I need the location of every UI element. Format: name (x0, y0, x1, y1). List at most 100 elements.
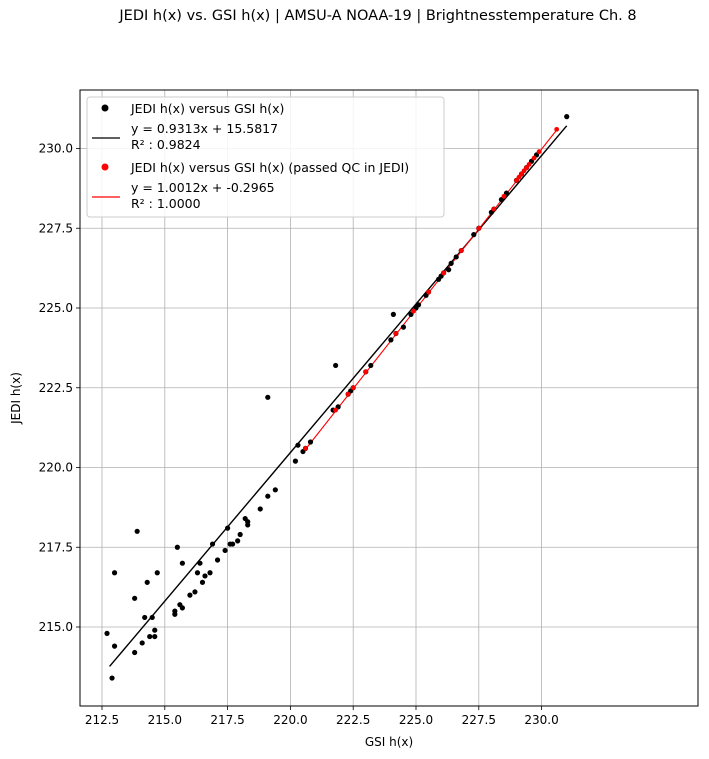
data-point-qc (350, 385, 356, 391)
data-point-all (179, 560, 185, 566)
y-tick-label: 220.0 (39, 461, 73, 475)
data-point-all (245, 522, 251, 528)
data-point-all (388, 337, 394, 343)
data-point-all (111, 643, 118, 649)
data-point-all (134, 528, 140, 534)
chart-title: JEDI h(x) vs. GSI h(x) | AMSU-A NOAA-19 … (119, 8, 637, 24)
data-point-qc (476, 225, 482, 231)
data-point-all (132, 649, 138, 656)
data-point-qc (411, 308, 416, 314)
data-point-qc (393, 331, 399, 336)
data-point-all (152, 627, 158, 633)
legend: JEDI h(x) versus GSI h(x) y = 0.9313x + … (86, 96, 445, 218)
data-point-all (564, 114, 570, 120)
data-point-all (111, 570, 118, 576)
data-point-all (230, 541, 236, 547)
y-tick-label: 215.0 (39, 620, 73, 634)
data-point-all (471, 232, 477, 238)
data-point-all (453, 254, 459, 260)
legend-marker-all (101, 104, 109, 112)
legend-fit-all: y = 0.9313x + 15.5817 (131, 121, 278, 136)
data-point-qc (501, 193, 507, 199)
data-point-all (235, 538, 241, 544)
data-point-all (144, 579, 150, 585)
data-point-all (194, 570, 201, 576)
data-point-all (152, 633, 158, 640)
data-point-all (109, 675, 115, 681)
x-tick-label: 225.0 (399, 713, 433, 727)
legend-fit-qc: y = 1.0012x + -0.2965 (131, 180, 275, 195)
data-point-all (265, 493, 271, 499)
data-point-qc (303, 445, 308, 451)
data-point-qc (531, 155, 537, 161)
x-tick-label: 217.5 (210, 713, 244, 727)
x-tick-label: 227.5 (462, 713, 496, 727)
data-point-all (448, 260, 454, 266)
data-point-qc (458, 248, 464, 253)
y-axis-label: JEDI h(x) (9, 372, 23, 425)
legend-box (86, 96, 445, 218)
y-tick-label: 222.5 (39, 381, 73, 395)
data-point-all (104, 630, 110, 636)
data-point-all (197, 560, 203, 566)
y-tick-label: 230.0 (39, 142, 73, 156)
y-tick-label: 227.5 (39, 221, 73, 235)
data-point-all (207, 570, 213, 576)
legend-marker-qc (101, 163, 109, 171)
legend-label-all: JEDI h(x) versus GSI h(x) (130, 101, 284, 116)
data-point-qc (554, 126, 560, 132)
data-point-all (172, 611, 178, 617)
data-point-all (149, 614, 155, 621)
y-tick-label: 217.5 (39, 540, 73, 554)
legend-r2-qc: R² : 1.0000 (131, 196, 201, 211)
x-tick-label: 230.0 (524, 713, 558, 727)
data-point-all (265, 394, 271, 400)
data-point-all (292, 458, 299, 464)
data-point-qc (333, 407, 339, 413)
data-point-all (225, 525, 231, 531)
grid (80, 90, 698, 706)
data-point-qc (491, 206, 497, 212)
data-point-all (295, 442, 301, 448)
data-point-all (142, 614, 148, 621)
data-point-all (179, 605, 185, 611)
data-point-all (333, 362, 339, 369)
data-point-all (390, 311, 396, 317)
x-tick-label: 215.0 (148, 713, 182, 727)
fit-line-all (109, 125, 568, 667)
data-point-qc (363, 369, 369, 375)
data-point-all (222, 547, 228, 554)
axis-ticks: 212.5 215.0 217.5 220.0 222.5 225.0 227.5 230.0… (39, 142, 559, 728)
data-points (104, 114, 570, 681)
data-point-all (132, 595, 138, 601)
data-point-all (199, 579, 206, 585)
data-point-qc (426, 289, 431, 295)
data-point-all (174, 544, 180, 550)
x-tick-label: 220.0 (273, 713, 307, 727)
data-point-all (237, 531, 243, 538)
data-point-all (214, 557, 221, 563)
x-tick-label: 222.5 (336, 713, 370, 727)
data-point-qc (526, 162, 532, 167)
data-point-all (415, 302, 422, 308)
data-point-qc (536, 149, 542, 155)
data-point-all (147, 633, 153, 640)
y-tick-label: 225.0 (39, 301, 73, 315)
x-axis-label: GSI h(x) (365, 735, 413, 749)
data-point-all (446, 267, 452, 273)
data-point-qc (345, 391, 351, 397)
data-point-all (187, 592, 193, 598)
data-point-all (400, 324, 407, 330)
x-tick-label: 212.5 (85, 713, 119, 727)
plot-frame (79, 89, 699, 707)
data-point-qc (441, 270, 447, 276)
data-point-all (209, 541, 216, 547)
legend-r2-all: R² : 0.9824 (131, 137, 201, 152)
legend-label-qc: JEDI h(x) versus GSI h(x) (passed QC in … (130, 160, 409, 175)
data-point-all (368, 362, 374, 369)
data-point-all (272, 487, 278, 493)
data-point-all (154, 570, 160, 576)
data-point-all (192, 589, 198, 595)
data-point-all (202, 573, 208, 579)
